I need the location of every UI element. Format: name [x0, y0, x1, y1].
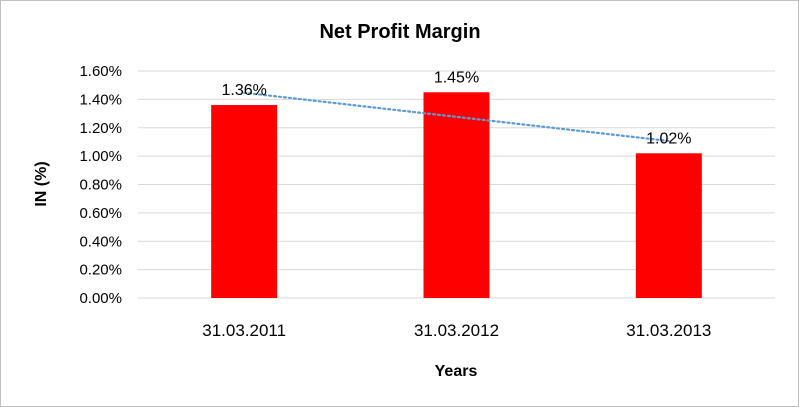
y-tick-label: 1.40%	[79, 91, 122, 108]
y-axis-title: IN (%)	[33, 161, 50, 206]
x-axis-ticks: 31.03.2011 31.03.2012 31.03.2013	[202, 321, 711, 340]
trendline-group	[243, 91, 670, 143]
x-tick-label: 31.03.2013	[626, 321, 711, 340]
bar	[635, 153, 702, 298]
y-tick-label: 0.40%	[79, 233, 122, 250]
y-tick-label: 0.20%	[79, 262, 122, 279]
y-tick-label: 1.00%	[79, 148, 122, 165]
data-label: 1.45%	[434, 69, 479, 86]
y-tick-label: 0.00%	[79, 290, 122, 307]
x-axis-title: Years	[435, 363, 478, 380]
y-tick-label: 0.80%	[79, 177, 122, 194]
y-axis-ticks: 0.00% 0.20% 0.40% 0.60% 0.80% 1.00% 1.20% 1.40%…	[79, 63, 122, 307]
y-tick-label: 1.20%	[79, 120, 122, 137]
trendline	[243, 91, 670, 143]
chart-title: Net Profit Margin	[319, 21, 480, 43]
bar	[211, 105, 278, 298]
y-tick-label: 0.60%	[79, 205, 122, 222]
bar	[423, 92, 490, 298]
x-tick-label: 31.03.2011	[202, 321, 286, 340]
data-label: 1.02%	[646, 130, 691, 147]
data-labels: 1.36% 1.45% 1.02%	[221, 69, 691, 147]
y-tick-label: 1.60%	[79, 63, 122, 80]
x-tick-label: 31.03.2012	[414, 321, 499, 340]
bars	[211, 92, 702, 298]
data-label: 1.36%	[221, 82, 266, 99]
